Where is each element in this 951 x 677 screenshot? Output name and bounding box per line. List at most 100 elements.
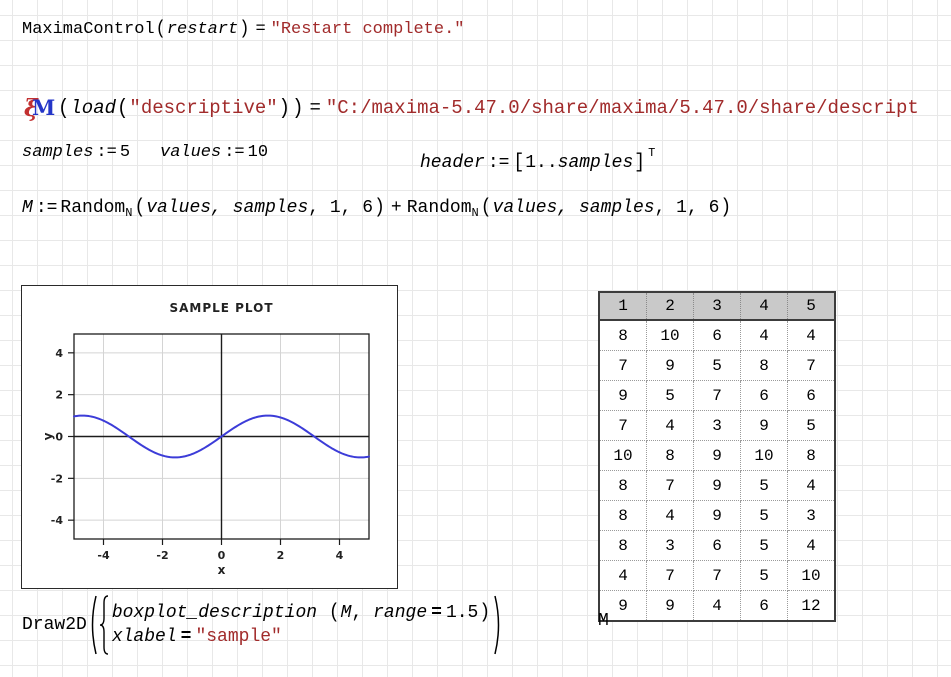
plus-operator: +: [390, 198, 402, 218]
table-row: 10 8 9 10 8: [598, 440, 836, 471]
close-paren-2: ): [720, 196, 732, 220]
arg-restart: restart: [166, 20, 239, 39]
sample-plot-region[interactable]: -4 -2 0 2 4 4 2 0 -2 -4 SAMPLE PLOT x y: [21, 285, 398, 589]
table-cell: 4: [740, 319, 788, 351]
table-cell: 9: [646, 590, 694, 622]
function-name: MaximaControl: [22, 20, 155, 39]
table-cell: 10: [787, 560, 836, 591]
x-tick-label: -2: [156, 549, 168, 562]
sample-plot-svg: -4 -2 0 2 4 4 2 0 -2 -4 SAMPLE PLOT x y: [41, 301, 370, 577]
table-cell: 5: [740, 470, 788, 501]
table-cell: 12: [787, 590, 836, 622]
y-tick-label: 2: [55, 389, 63, 402]
equals-sign: =: [309, 96, 321, 119]
x-tick-label: 4: [336, 549, 344, 562]
table-cell: 7: [693, 380, 741, 411]
table-row: 9 9 4 6 12: [598, 590, 836, 622]
close-paren-1: ): [374, 196, 385, 220]
subscript-n-1: N: [125, 206, 133, 221]
system-brace-icon: [99, 595, 108, 655]
table-header-cell: 1: [598, 291, 647, 321]
close-paren: ): [479, 601, 491, 624]
var-values: values: [160, 143, 222, 162]
open-paren-2: (: [480, 196, 492, 220]
subscript-n-2: N: [471, 206, 479, 221]
maxima-m-glyph: M: [32, 95, 56, 120]
close-paren: ): [239, 18, 250, 41]
y-tick-label: 4: [55, 347, 63, 360]
bold-equals: =: [431, 602, 442, 623]
table-cell: 5: [787, 410, 836, 441]
table-cell: 7: [646, 560, 694, 591]
inner-open-paren: (: [117, 95, 129, 120]
table-cell: 10: [646, 319, 694, 351]
x-tick-label: 0: [218, 549, 226, 562]
expr-header-definition[interactable]: header:=[1.. samples] T: [420, 147, 655, 175]
table-cell: 4: [787, 470, 836, 501]
expr-values-definition[interactable]: values:= 10: [160, 143, 268, 163]
table-cell: 6: [740, 380, 788, 411]
table-cell: 6: [693, 319, 741, 351]
open-paren-1: (: [134, 196, 146, 220]
table-cell: 9: [598, 380, 647, 411]
args-vars-2: values, samples: [492, 198, 655, 218]
table-cell: 8: [598, 500, 647, 531]
matrix-caption: M: [598, 611, 609, 631]
load-arg-string: "descriptive": [129, 96, 278, 119]
var-samples: samples: [22, 143, 94, 162]
table-cell: 7: [787, 350, 836, 381]
table-cell: 7: [646, 470, 694, 501]
table-cell: 9: [646, 350, 694, 381]
table-cell: 3: [787, 500, 836, 531]
var-m: M: [22, 198, 33, 218]
x-tick-label: 2: [277, 549, 285, 562]
table-cell: 4: [693, 590, 741, 622]
draw2d-row-xlabel: xlabel = "sample": [112, 627, 491, 648]
expr-matrix-definition[interactable]: M:= Random N(values, samples, 1, 6) + Random…: [22, 196, 732, 221]
close-bracket: ]: [634, 151, 646, 175]
load-result-path: "C:/maxima-5.47.0/share/maxima/5.47.0/sh…: [325, 96, 919, 119]
big-open-paren-icon: [91, 595, 97, 655]
table-cell: 9: [693, 470, 741, 501]
table-cell: 8: [598, 530, 647, 561]
draw2d-expression[interactable]: Draw2D boxplot_description (M, range = 1.5…: [22, 592, 504, 658]
function-boxplot-description: boxplot_description: [111, 602, 318, 623]
range-var: samples: [557, 153, 634, 173]
assign-operator: :=: [35, 198, 58, 218]
table-cell: 5: [693, 350, 741, 381]
range-value: 1.5: [445, 602, 479, 623]
arg-xlabel: xlabel: [111, 626, 177, 647]
function-load: load: [70, 96, 117, 119]
result-string: "Restart complete.": [270, 20, 465, 39]
table-cell: 9: [693, 500, 741, 531]
draw2d-row-boxplot: boxplot_description (M, range = 1.5): [111, 601, 491, 624]
x-axis-label: x: [218, 563, 226, 577]
expr-samples-definition[interactable]: samples:= 5: [22, 143, 130, 163]
table-cell: 7: [693, 560, 741, 591]
table-header-cell: 3: [693, 291, 741, 321]
open-paren: (: [328, 601, 340, 624]
table-cell: 5: [740, 530, 788, 561]
x-tick-label: -4: [97, 549, 110, 562]
table-cell: 4: [646, 500, 694, 531]
table-cell: 8: [787, 440, 836, 471]
args-nums-1: , 1, 6: [308, 198, 374, 218]
table-cell: 6: [787, 380, 836, 411]
table-cell: 5: [740, 500, 788, 531]
function-random-1: Random: [60, 198, 126, 218]
expr-maxima-control[interactable]: MaximaControl(restart) = "Restart complete…: [22, 18, 465, 41]
arg-range: range: [373, 602, 428, 623]
table-cell: 4: [598, 560, 647, 591]
arg-m: M: [340, 602, 352, 623]
table-cell: 6: [740, 590, 788, 622]
y-tick-label: -2: [51, 472, 63, 485]
assign-operator: :=: [96, 143, 117, 162]
